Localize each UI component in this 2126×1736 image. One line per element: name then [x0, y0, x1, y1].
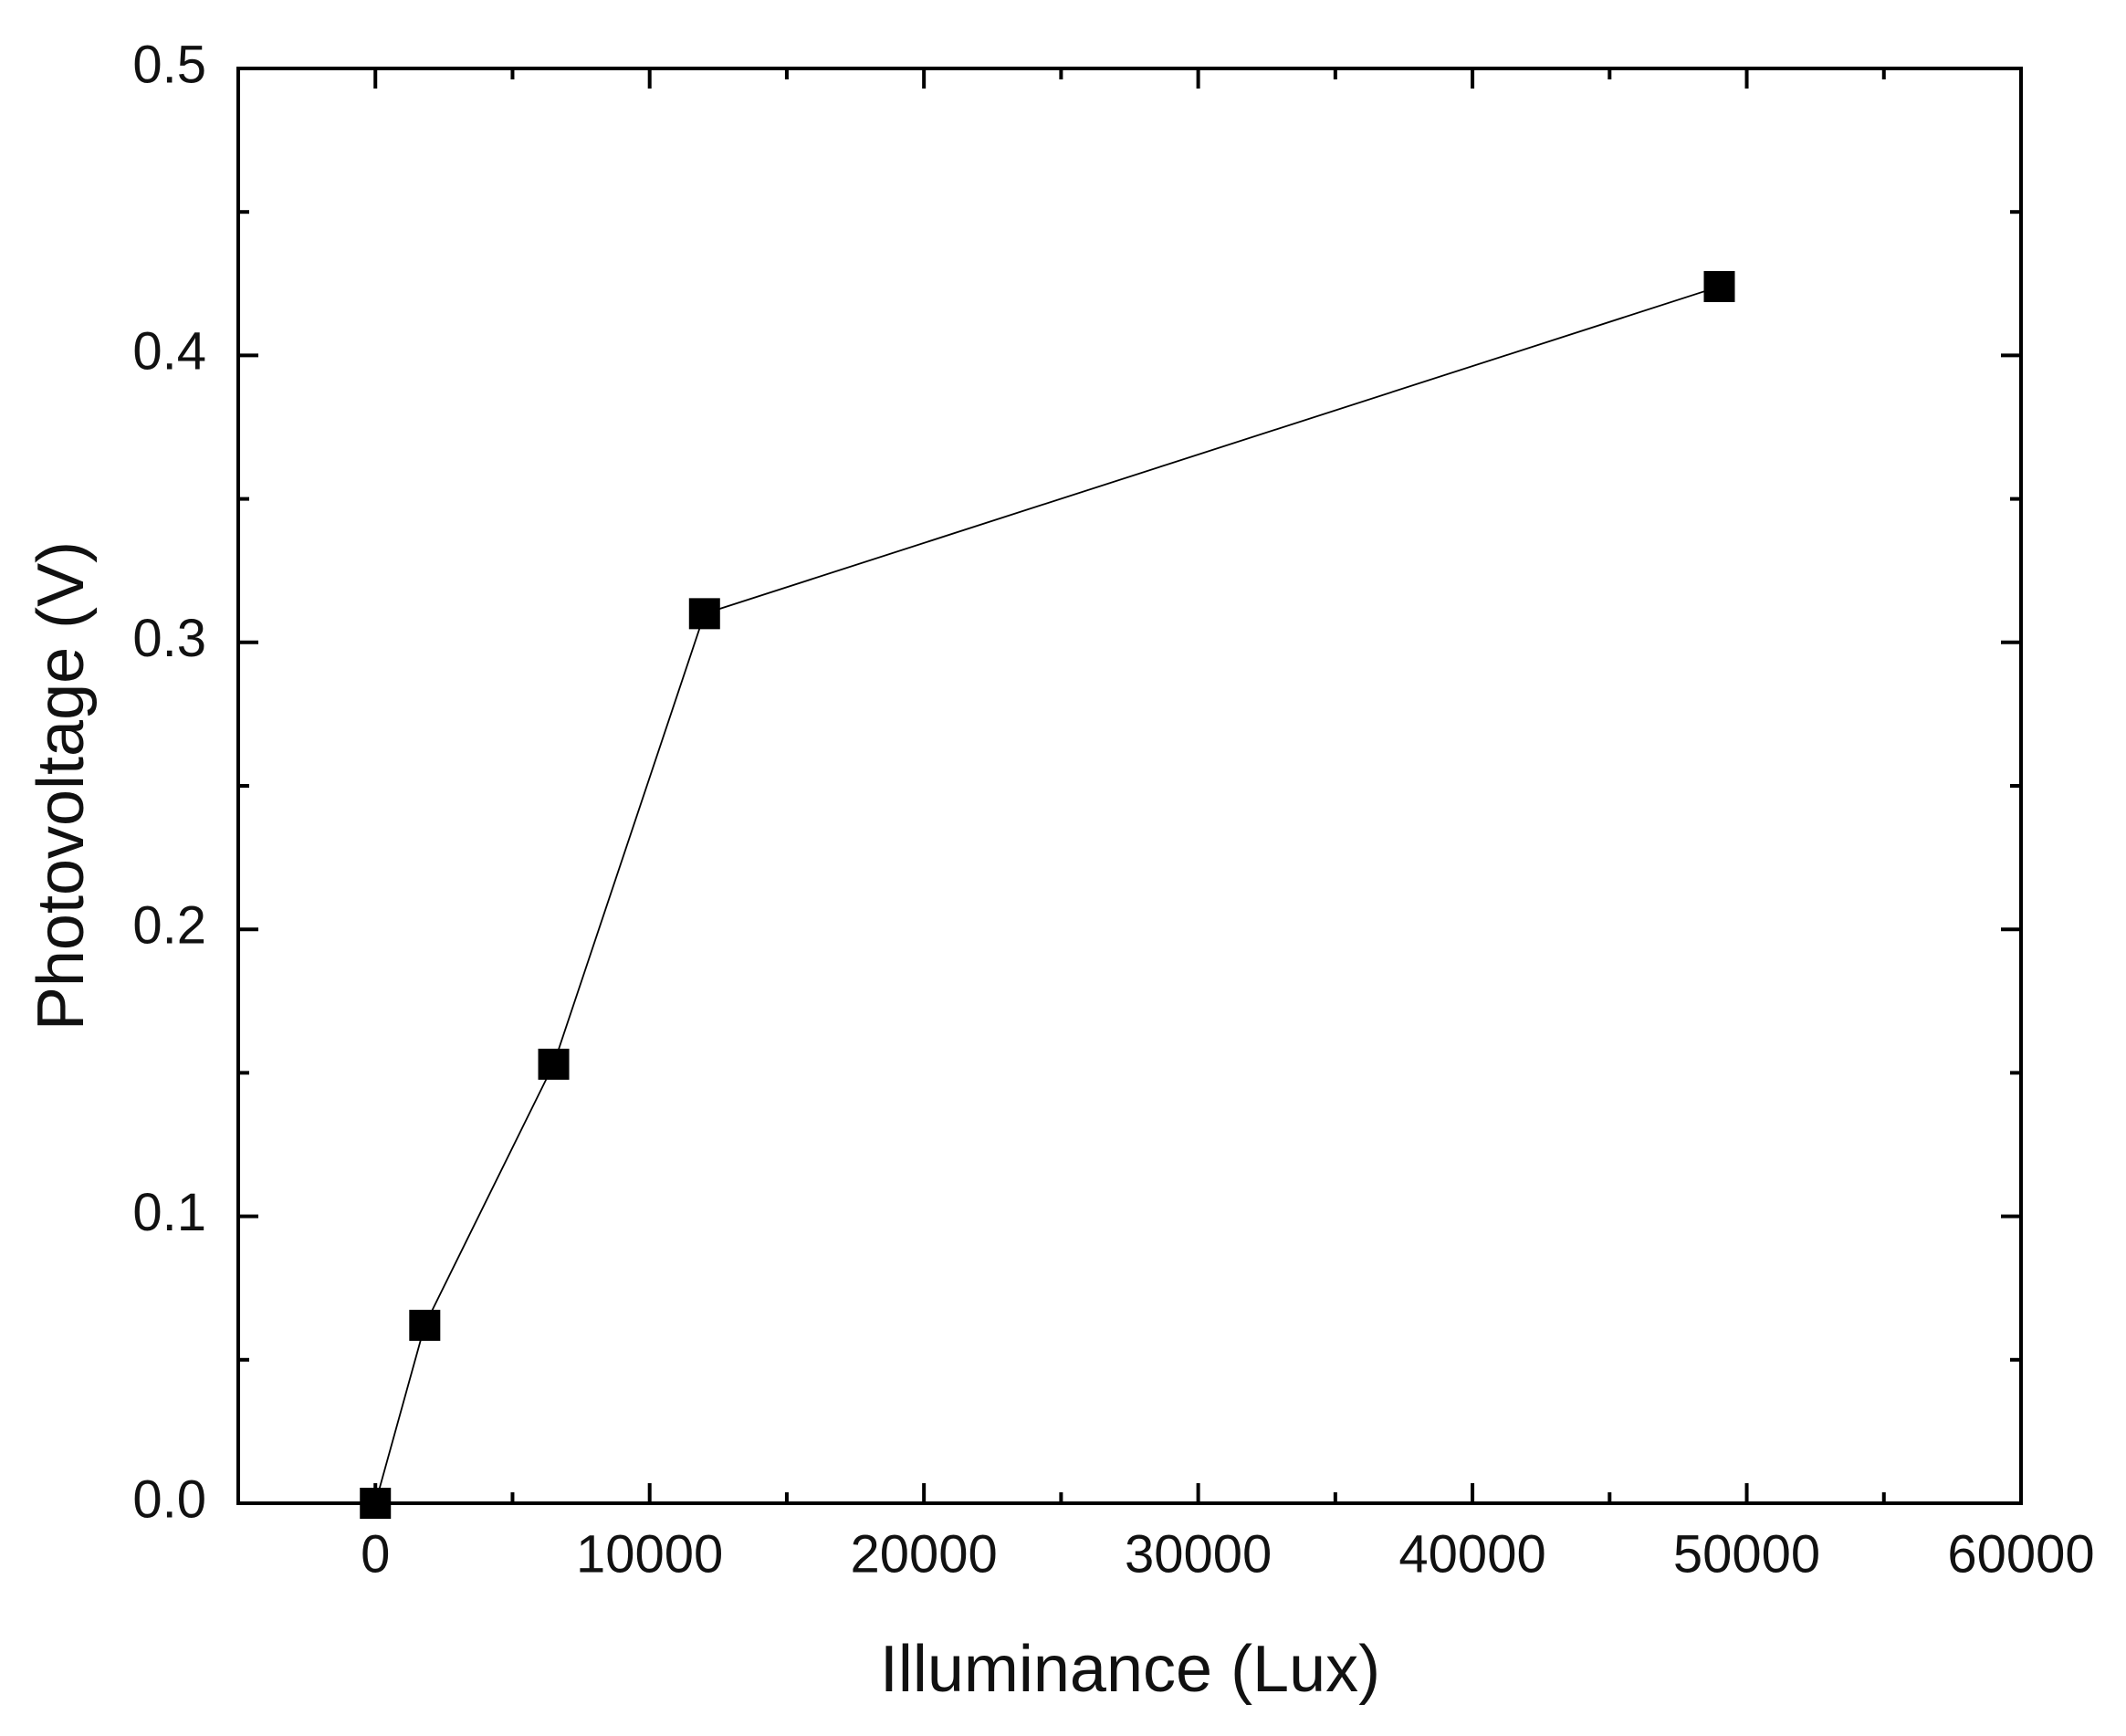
marker: [688, 598, 720, 630]
marker: [409, 1310, 441, 1342]
x-tick-label: 0: [361, 1524, 390, 1584]
y-tick-label: 0.4: [132, 322, 206, 382]
y-axis-title: Photovoltage (V): [25, 541, 98, 1030]
x-tick-label: 40000: [1398, 1524, 1545, 1584]
marker: [538, 1048, 570, 1080]
plot-frame: [236, 67, 2023, 1505]
y-tick-label: 0.5: [132, 35, 206, 94]
y-tick-label: 0.3: [132, 609, 206, 668]
marker: [360, 1488, 392, 1519]
marker: [1703, 270, 1735, 302]
x-tick-label: 50000: [1673, 1524, 1820, 1584]
x-tick-label: 60000: [1947, 1524, 2094, 1584]
x-tick-label: 30000: [1125, 1524, 1272, 1584]
x-tick-label: 10000: [576, 1524, 723, 1584]
y-tick-label: 0.0: [132, 1469, 206, 1529]
series-line: [374, 286, 1720, 1504]
y-tick-label: 0.1: [132, 1183, 206, 1242]
x-tick-label: 20000: [851, 1524, 998, 1584]
x-axis-title: Illuminance (Lux): [880, 1633, 1380, 1706]
y-tick-label: 0.2: [132, 896, 206, 956]
